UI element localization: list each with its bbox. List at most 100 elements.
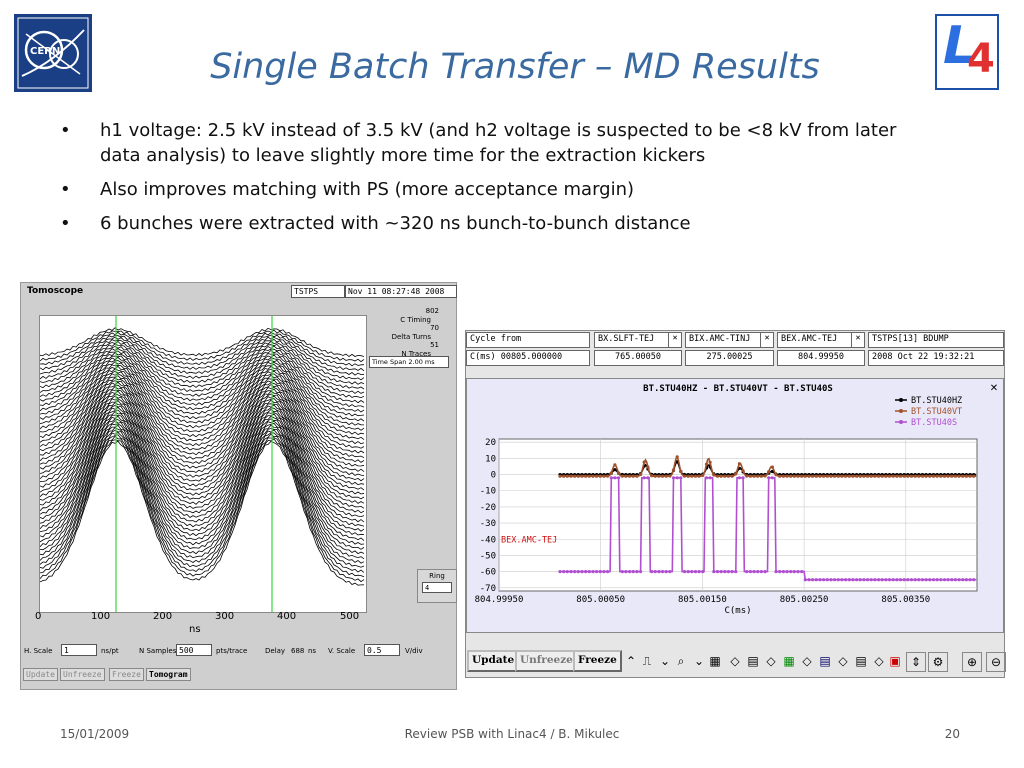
y-tick-label: -30 <box>480 519 496 529</box>
expand-icon[interactable]: ⇕ <box>906 652 926 672</box>
data-point <box>924 474 928 478</box>
grid-icon[interactable]: ▤ <box>855 654 867 668</box>
data-point <box>620 474 624 478</box>
mountain-trace <box>40 343 365 390</box>
data-point <box>792 570 796 574</box>
v-scale-select[interactable]: 0.5 <box>364 644 400 656</box>
column-value: 275.00025 <box>685 350 774 366</box>
data-point <box>697 570 701 574</box>
bt-chart: BT.STU40HZ - BT.STU40VT - BT.STU40S 20 10 0… <box>475 383 999 616</box>
bullet-item: • 6 bunches were extracted with ~320 ns b… <box>55 211 935 236</box>
print-icon[interactable]: ▣ <box>889 654 901 668</box>
grid-icon[interactable]: ▤ <box>747 654 759 668</box>
h-scale-unit: ns/pt <box>101 647 119 655</box>
freeze-button[interactable]: Freeze <box>573 650 622 672</box>
mountain-range-traces <box>40 316 365 612</box>
settings-icon[interactable]: ⚙ <box>928 652 948 672</box>
up-arrow-icon[interactable]: ⌃ <box>625 654 637 668</box>
time-span-field[interactable]: Time Span 2.00 ms <box>369 356 449 368</box>
diamond-icon[interactable]: ◇ <box>766 654 776 668</box>
data-point <box>704 476 709 480</box>
data-point <box>906 474 910 478</box>
data-point <box>591 474 595 478</box>
zoom-icon[interactable]: ⌕ <box>677 654 685 668</box>
data-point <box>825 474 829 478</box>
ring-value[interactable]: 4 <box>422 582 452 593</box>
zoom-out-icon[interactable]: ⊖ <box>986 652 1006 672</box>
mountain-trace <box>40 349 365 404</box>
data-point <box>650 570 654 574</box>
data-point <box>704 462 709 466</box>
data-point <box>671 476 676 480</box>
diamond-icon[interactable]: ◇ <box>802 654 812 668</box>
tomoscope-title: Tomoscope <box>27 286 84 296</box>
data-point <box>770 465 774 469</box>
data-point <box>573 474 577 478</box>
data-point <box>748 570 752 574</box>
diamond-icon[interactable]: ◇ <box>838 654 848 668</box>
data-point <box>558 570 562 574</box>
y-tick-label: -40 <box>480 535 496 545</box>
data-point <box>942 578 947 582</box>
slide-title: Single Batch Transfer – MD Results <box>210 47 820 87</box>
data-point <box>686 474 690 478</box>
mountain-trace <box>40 393 365 491</box>
data-point <box>587 570 591 574</box>
data-point <box>624 570 628 574</box>
tomoscope-timestamp: Nov 11 08:27:48 2008 <box>345 285 457 298</box>
legend-marker <box>899 409 903 413</box>
data-point <box>858 578 862 582</box>
n-samples-label: N Samples <box>139 647 177 655</box>
ring-selector: Ring 4 <box>417 569 457 603</box>
column-value: 804.99950 <box>777 350 865 366</box>
data-point <box>763 474 767 478</box>
mountain-trace <box>40 329 365 363</box>
n-samples-select[interactable]: 500 <box>176 644 212 656</box>
mountain-trace <box>40 379 365 463</box>
mountain-trace <box>40 363 365 431</box>
update-button[interactable]: Update <box>467 650 520 672</box>
y-tick-label: -10 <box>480 487 496 497</box>
y-tick-label: -20 <box>480 503 496 513</box>
close-icon[interactable]: ✕ <box>851 332 865 348</box>
zoom-in-icon[interactable]: ⊕ <box>962 652 982 672</box>
h-scale-select[interactable]: 1 <box>61 644 97 656</box>
close-icon[interactable]: ✕ <box>990 383 998 394</box>
close-icon[interactable]: ✕ <box>760 332 774 348</box>
data-point <box>928 578 932 582</box>
pulse-icon[interactable]: ⎍ <box>642 654 652 668</box>
diamond-icon[interactable]: ◇ <box>874 654 884 668</box>
mountain-trace <box>40 399 365 504</box>
x-tick: 100 <box>91 611 111 622</box>
close-icon[interactable]: ✕ <box>668 332 682 348</box>
tomogram-button[interactable]: Tomogram <box>146 668 191 681</box>
data-point <box>690 474 694 478</box>
data-point <box>862 578 866 582</box>
data-point <box>902 578 906 582</box>
data-point <box>855 474 859 478</box>
mountain-trace <box>40 398 365 500</box>
data-point <box>756 570 760 574</box>
n-samples-unit: pts/trace <box>216 647 248 655</box>
grid-green-icon[interactable]: ▦ <box>783 654 795 668</box>
diamond-icon[interactable]: ◇ <box>730 654 740 668</box>
mountain-trace <box>40 352 365 408</box>
unfreeze-button[interactable]: Unfreeze <box>515 650 578 672</box>
freeze-button[interactable]: Freeze <box>109 668 144 681</box>
y-tick-label: -70 <box>480 584 496 594</box>
x-tick: 0 <box>35 611 42 622</box>
mountain-trace <box>40 432 365 568</box>
update-button[interactable]: Update <box>23 668 58 681</box>
mountain-trace <box>40 404 365 514</box>
grid-blue-icon[interactable]: ▤ <box>819 654 831 668</box>
unfreeze-button[interactable]: Unfreeze <box>60 668 105 681</box>
mountain-trace <box>40 418 365 541</box>
table-icon[interactable]: ▦ <box>709 654 721 668</box>
data-point <box>862 474 866 478</box>
down-arrow-icon[interactable]: ⌄ <box>693 654 705 668</box>
bullet-item: • Also improves matching with PS (more ac… <box>55 177 935 202</box>
data-point <box>617 476 621 480</box>
data-point <box>635 570 639 574</box>
down-arrow-icon[interactable]: ⌄ <box>659 654 671 668</box>
data-point <box>562 474 566 478</box>
